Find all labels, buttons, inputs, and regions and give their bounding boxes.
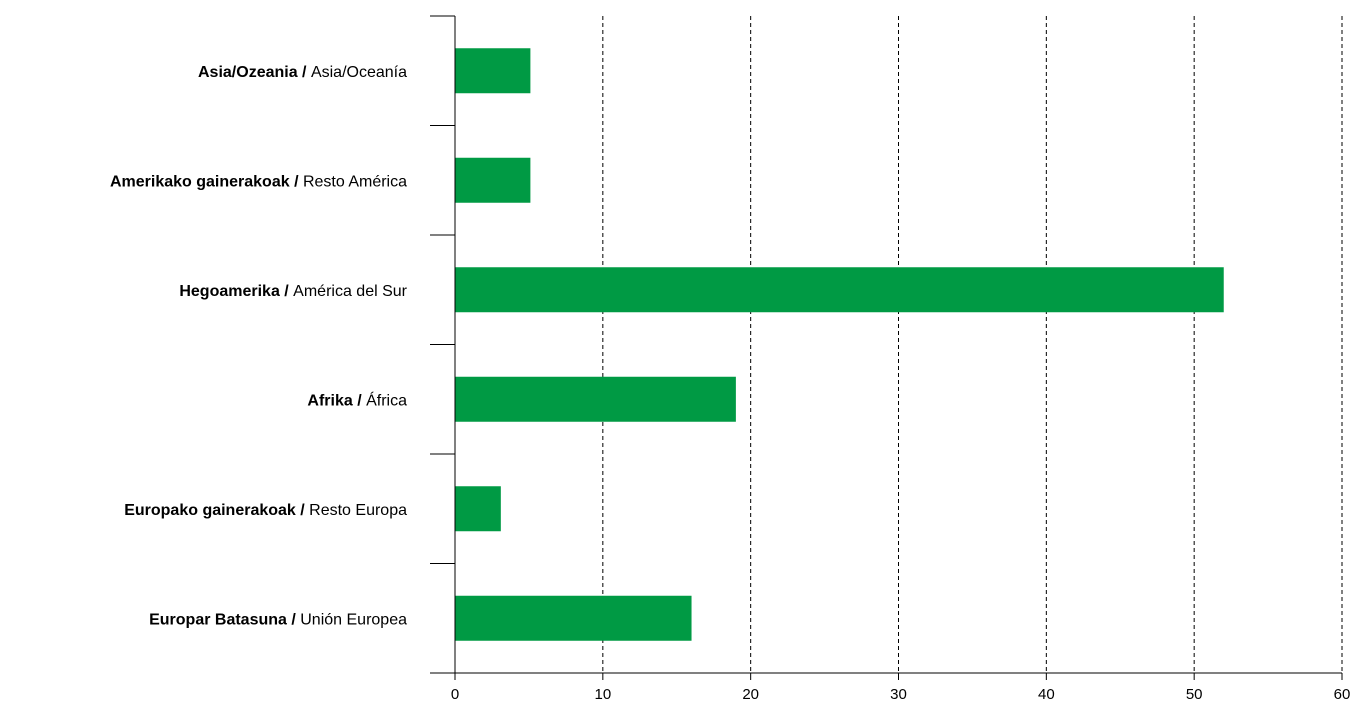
category-label-basque-3: Afrika /: [307, 392, 366, 409]
category-labels: Asia/Ozeania / Asia/Oceanía Amerikako gai…: [110, 64, 408, 629]
category-label-4: Europako gainerakoak / Resto Europa: [124, 502, 407, 519]
category-label-2: Hegoamerika / América del Sur: [179, 283, 407, 300]
category-label-5: Europar Batasuna / Unión Europea: [149, 611, 407, 628]
category-label-basque-0: Asia/Ozeania /: [198, 64, 311, 81]
category-label-spanish-0: Asia/Oceanía: [311, 64, 407, 81]
category-label-spanish-2: América del Sur: [293, 283, 407, 300]
x-tick-label-50: 50: [1186, 686, 1203, 703]
category-label-spanish-3: África: [366, 390, 407, 409]
bars: [455, 48, 1224, 641]
category-label-0: Asia/Ozeania / Asia/Oceanía: [198, 64, 407, 81]
category-label-spanish-1: Resto América: [303, 173, 407, 190]
grid-lines: [602, 16, 1343, 673]
category-label-spanish-4: Resto Europa: [309, 502, 407, 519]
category-label-3: Afrika / África: [307, 390, 407, 409]
category-label-1: Amerikako gainerakoak / Resto América: [110, 173, 407, 190]
x-tick-label-60: 60: [1334, 686, 1351, 703]
category-label-basque-2: Hegoamerika /: [179, 283, 293, 300]
bar-3: [455, 376, 736, 422]
bar-0: [455, 48, 531, 94]
axes: [430, 15, 1343, 680]
bar-2: [455, 267, 1224, 313]
category-label-basque-4: Europako gainerakoak /: [124, 502, 309, 519]
category-label-basque-1: Amerikako gainerakoak /: [110, 173, 303, 190]
x-tick-label-30: 30: [890, 686, 907, 703]
bar-4: [455, 486, 501, 532]
x-tick-label-40: 40: [1038, 686, 1055, 703]
x-tick-label-0: 0: [451, 686, 459, 703]
category-label-basque-5: Europar Batasuna /: [149, 611, 300, 628]
x-tick-labels: 0 10 20 30 40 50 60: [451, 686, 1351, 703]
x-tick-label-10: 10: [594, 686, 611, 703]
x-tick-label-20: 20: [742, 686, 759, 703]
bar-5: [455, 595, 692, 641]
category-label-spanish-5: Unión Europea: [300, 611, 407, 628]
bar-1: [455, 157, 531, 203]
